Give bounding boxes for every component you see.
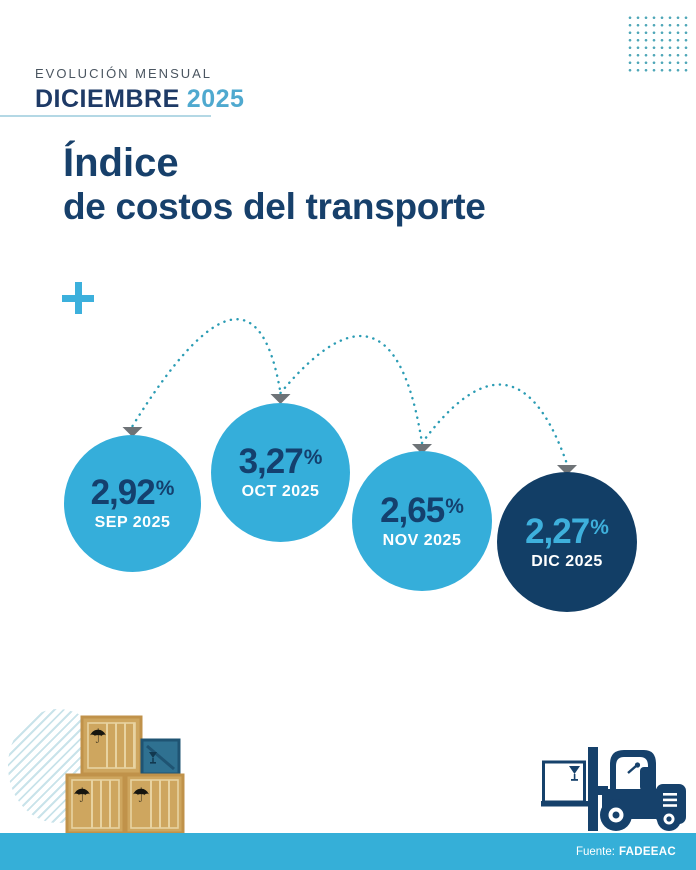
year-label: 2025 <box>186 85 245 113</box>
rear-wheel <box>657 807 681 831</box>
bubble-value: 2,92% <box>91 475 175 510</box>
source-label: Fuente: <box>575 845 615 858</box>
source-text: Fuente: FADEEAC <box>576 846 676 858</box>
title-line1: Índice <box>63 141 179 185</box>
value-number: 3,27 <box>238 442 304 481</box>
bubble-month-label: NOV 2025 <box>382 531 462 549</box>
bubble-value: 2,65% <box>380 493 464 528</box>
fragile-glass-icon <box>149 752 157 764</box>
carried-box <box>542 760 586 804</box>
bubble-value: 2,27% <box>525 514 609 549</box>
dot-grid <box>626 14 688 74</box>
percent-sign: % <box>155 477 175 500</box>
seat <box>640 767 652 791</box>
front-wheel <box>600 799 632 831</box>
crate-blue <box>140 738 181 776</box>
data-bubble-sep-2025: 2,92% SEP 2025 <box>64 435 201 572</box>
bubble-month-label: OCT 2025 <box>241 483 320 500</box>
crate-bottom-right: ☂ <box>124 773 185 835</box>
fork <box>541 801 593 807</box>
chassis <box>602 789 686 819</box>
value-number: 2,65 <box>380 490 445 530</box>
footer-bar: Fuente: FADEEAC <box>0 833 696 870</box>
rear-body <box>656 784 686 824</box>
umbrella-icon: ☂ <box>132 783 150 807</box>
fragile-glass-icon <box>569 766 580 781</box>
bubble-month-label: DIC 2025 <box>531 552 603 570</box>
bubble-value: 3,27% <box>239 444 323 479</box>
page-title: Índice de costos del transporte <box>63 141 486 227</box>
percent-sign: % <box>445 494 464 518</box>
mast <box>588 747 598 831</box>
data-bubble-nov-2025: 2,65% NOV 2025 <box>352 451 492 591</box>
data-bubble-dic-2025: 2,27% DIC 2025 <box>497 472 637 612</box>
percent-sign: % <box>590 515 609 539</box>
striped-circle-decoration <box>8 709 108 823</box>
data-bubble-oct-2025: 3,27% OCT 2025 <box>211 403 350 542</box>
plus-icon <box>62 282 94 314</box>
bubble-month-label: SEP 2025 <box>94 514 171 531</box>
header-month-row: DICIEMBRE 2025 <box>35 85 244 114</box>
header: EVOLUCIÓN MENSUAL DICIEMBRE 2025 <box>35 66 244 114</box>
source-name: FADEEAC <box>618 845 676 858</box>
title-line2: de costos del transporte <box>63 185 486 227</box>
percent-sign: % <box>303 446 323 469</box>
arc-nov-dic <box>420 383 569 466</box>
month-label: DICIEMBRE <box>35 85 180 113</box>
cab <box>610 750 656 792</box>
header-kicker: EVOLUCIÓN MENSUAL <box>35 66 213 81</box>
header-underline <box>0 115 211 117</box>
value-number: 2,27 <box>525 511 590 551</box>
value-number: 2,92 <box>90 473 156 512</box>
